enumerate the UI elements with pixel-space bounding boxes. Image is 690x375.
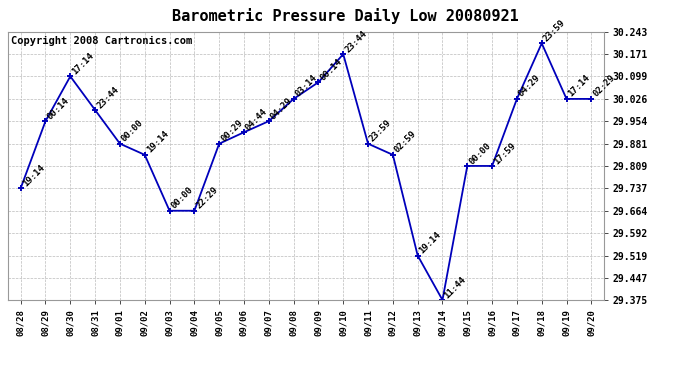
Text: 00:00: 00:00: [120, 118, 146, 144]
Text: Copyright 2008 Cartronics.com: Copyright 2008 Cartronics.com: [11, 36, 193, 46]
Text: 17:59: 17:59: [492, 141, 518, 166]
Text: 17:14: 17:14: [566, 74, 592, 99]
Text: 00:14: 00:14: [318, 57, 344, 82]
Text: 22:29: 22:29: [195, 185, 219, 211]
Text: 19:14: 19:14: [417, 230, 443, 255]
Text: 23:44: 23:44: [95, 85, 121, 110]
Text: 00:00: 00:00: [467, 141, 493, 166]
Text: 19:14: 19:14: [145, 129, 170, 155]
Text: 04:29: 04:29: [517, 74, 542, 99]
Text: 23:59: 23:59: [542, 18, 567, 43]
Text: 04:44: 04:44: [244, 107, 269, 132]
Text: 00:29: 00:29: [219, 118, 244, 144]
Text: 17:14: 17:14: [70, 51, 96, 76]
Text: 03:14: 03:14: [294, 74, 319, 99]
Text: Barometric Pressure Daily Low 20080921: Barometric Pressure Daily Low 20080921: [172, 8, 518, 24]
Text: 00:00: 00:00: [170, 185, 195, 211]
Text: 19:14: 19:14: [21, 163, 46, 188]
Text: 23:59: 23:59: [368, 118, 393, 144]
Text: 02:29: 02:29: [591, 74, 617, 99]
Text: 11:44: 11:44: [442, 274, 468, 300]
Text: 00:14: 00:14: [46, 96, 71, 121]
Text: 04:29: 04:29: [269, 96, 294, 121]
Text: 23:44: 23:44: [343, 29, 368, 54]
Text: 02:59: 02:59: [393, 129, 418, 155]
